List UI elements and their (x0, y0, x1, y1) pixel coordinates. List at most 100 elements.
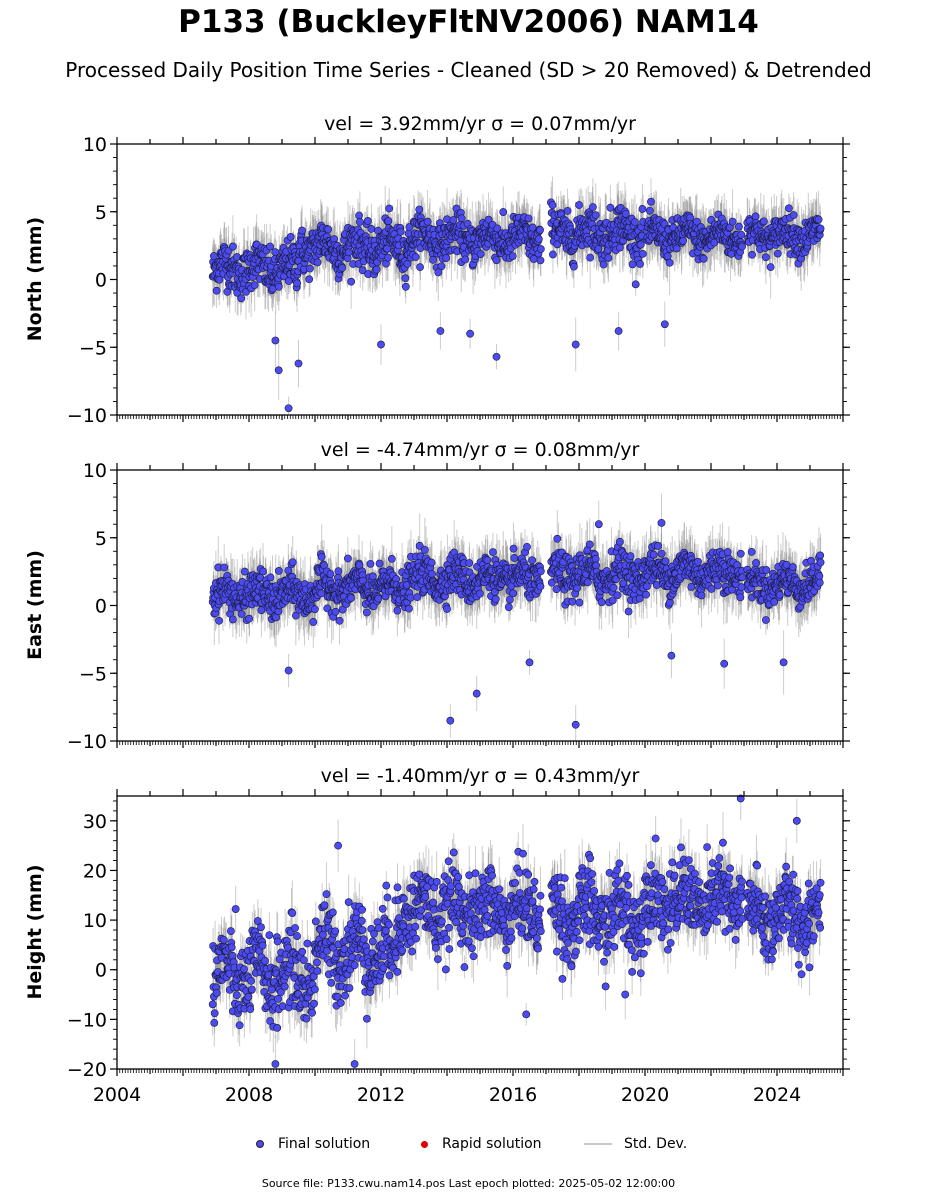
data-point (508, 252, 517, 260)
data-point (636, 260, 644, 268)
y-tick-label: 5 (95, 202, 107, 224)
data-point (293, 279, 301, 288)
data-point (594, 245, 603, 253)
y-tick-label: 10 (83, 134, 107, 156)
data-point (737, 230, 746, 239)
data-point (484, 215, 493, 224)
data-point (209, 252, 218, 260)
data-point (271, 248, 280, 256)
data-point (405, 223, 414, 232)
y-tick-label: 0 (95, 270, 107, 292)
data-point (344, 248, 353, 257)
data-point (215, 616, 223, 625)
height-panel-title: vel = -1.40mm/yr σ = 0.43mm/yr (320, 765, 640, 787)
data-point (534, 235, 543, 244)
data-point (274, 366, 283, 375)
data-point (286, 233, 295, 241)
data-point (355, 211, 363, 220)
data-point (220, 563, 229, 572)
data-point (699, 254, 708, 263)
data-point (679, 236, 687, 245)
data-point (814, 215, 823, 224)
data-point (638, 205, 647, 213)
data-point (528, 223, 537, 232)
data-point (237, 610, 246, 618)
data-point (367, 225, 376, 233)
data-point (403, 259, 412, 268)
data-point (305, 275, 314, 284)
data-point (766, 263, 775, 272)
data-point (274, 282, 283, 291)
data-point (748, 250, 756, 259)
data-point (760, 217, 768, 226)
data-point (358, 266, 367, 275)
data-point (363, 217, 372, 225)
data-point (416, 263, 424, 272)
data-point (384, 253, 392, 262)
data-point (212, 286, 221, 295)
data-point (313, 258, 322, 267)
data-point (347, 277, 356, 286)
data-point (499, 208, 508, 216)
data-point (324, 225, 333, 234)
data-point (614, 327, 623, 335)
data-point (237, 294, 246, 303)
std-dev-bars (212, 176, 822, 415)
east-panel-title: vel = -4.74mm/yr σ = 0.08mm/yr (320, 439, 640, 461)
data-point (621, 209, 630, 218)
data-point (423, 217, 432, 226)
data-point (294, 359, 303, 368)
data-point (570, 262, 578, 271)
data-point (599, 260, 608, 269)
data-point (762, 253, 770, 262)
data-point (449, 216, 458, 224)
data-point (816, 224, 825, 233)
data-point (215, 275, 224, 284)
data-point (442, 254, 451, 262)
data-point (606, 203, 615, 212)
data-point (338, 264, 346, 272)
data-point (672, 244, 681, 253)
data-point (245, 614, 254, 623)
data-point (549, 250, 557, 259)
data-point (735, 222, 743, 231)
data-point (536, 245, 545, 253)
data-point (384, 217, 393, 225)
std-dev-bars (212, 493, 822, 741)
data-point (240, 567, 249, 576)
data-point (631, 218, 639, 227)
data-point (663, 252, 672, 261)
data-point (411, 253, 420, 261)
data-point (372, 265, 381, 274)
y-tick-label: −10 (67, 405, 107, 427)
data-point (789, 211, 798, 219)
data-point (415, 205, 424, 214)
data-point (738, 242, 746, 251)
data-point (492, 256, 501, 265)
north-panel-title: vel = 3.92mm/yr σ = 0.07mm/yr (324, 113, 636, 135)
data-point (575, 201, 583, 209)
data-point (396, 227, 405, 236)
data-point (784, 204, 793, 213)
data-point (466, 329, 474, 338)
y-tick-label: −5 (79, 337, 107, 359)
data-point (563, 206, 572, 215)
data-point (434, 268, 443, 277)
data-point (228, 242, 237, 251)
data-point (524, 214, 533, 223)
data-point (773, 249, 782, 258)
data-point (306, 264, 314, 273)
data-point (429, 255, 438, 264)
data-point (751, 212, 760, 221)
final-solution-points (208, 197, 825, 413)
data-point (493, 224, 502, 233)
data-point (586, 253, 595, 262)
data-point (298, 226, 306, 235)
data-point (591, 211, 600, 220)
data-point (377, 340, 385, 349)
data-point (536, 226, 544, 234)
data-point (645, 206, 654, 215)
data-point (647, 197, 655, 206)
data-point (232, 253, 241, 261)
data-point (631, 280, 640, 289)
